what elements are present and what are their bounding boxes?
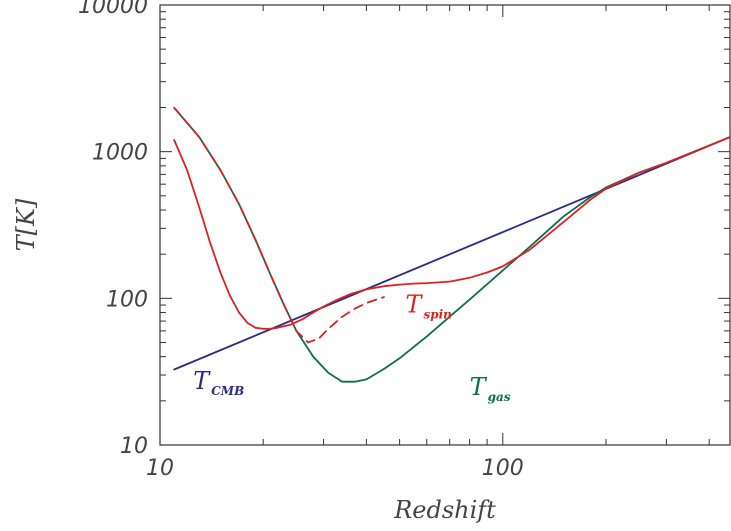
series-line-gas — [173, 106, 731, 383]
series-lines — [173, 106, 731, 383]
annotation-t-cmb: T CMB — [193, 367, 244, 398]
x-axis-title: Redshift — [393, 496, 496, 524]
y-tick-label: 1000 — [92, 141, 148, 166]
y-tick-label: 10 — [120, 434, 148, 459]
plot-frame — [159, 4, 731, 446]
y-axis-title: T[K] — [12, 198, 40, 251]
x-tick-label: 100 — [482, 456, 524, 481]
series-line-spin-dashed — [173, 106, 385, 344]
y-tick-label: 10000 — [78, 0, 148, 19]
y-tick-label: 100 — [106, 287, 148, 312]
series-line-spin — [173, 136, 731, 330]
axis-ticks — [159, 5, 730, 446]
x-tick-label: 10 — [146, 456, 174, 481]
series-annotations: T CMB T spin T gas — [193, 291, 511, 404]
series-line-cmb — [173, 136, 731, 371]
tick-labels: 10 100 10 100 1000 10000 — [78, 0, 524, 481]
